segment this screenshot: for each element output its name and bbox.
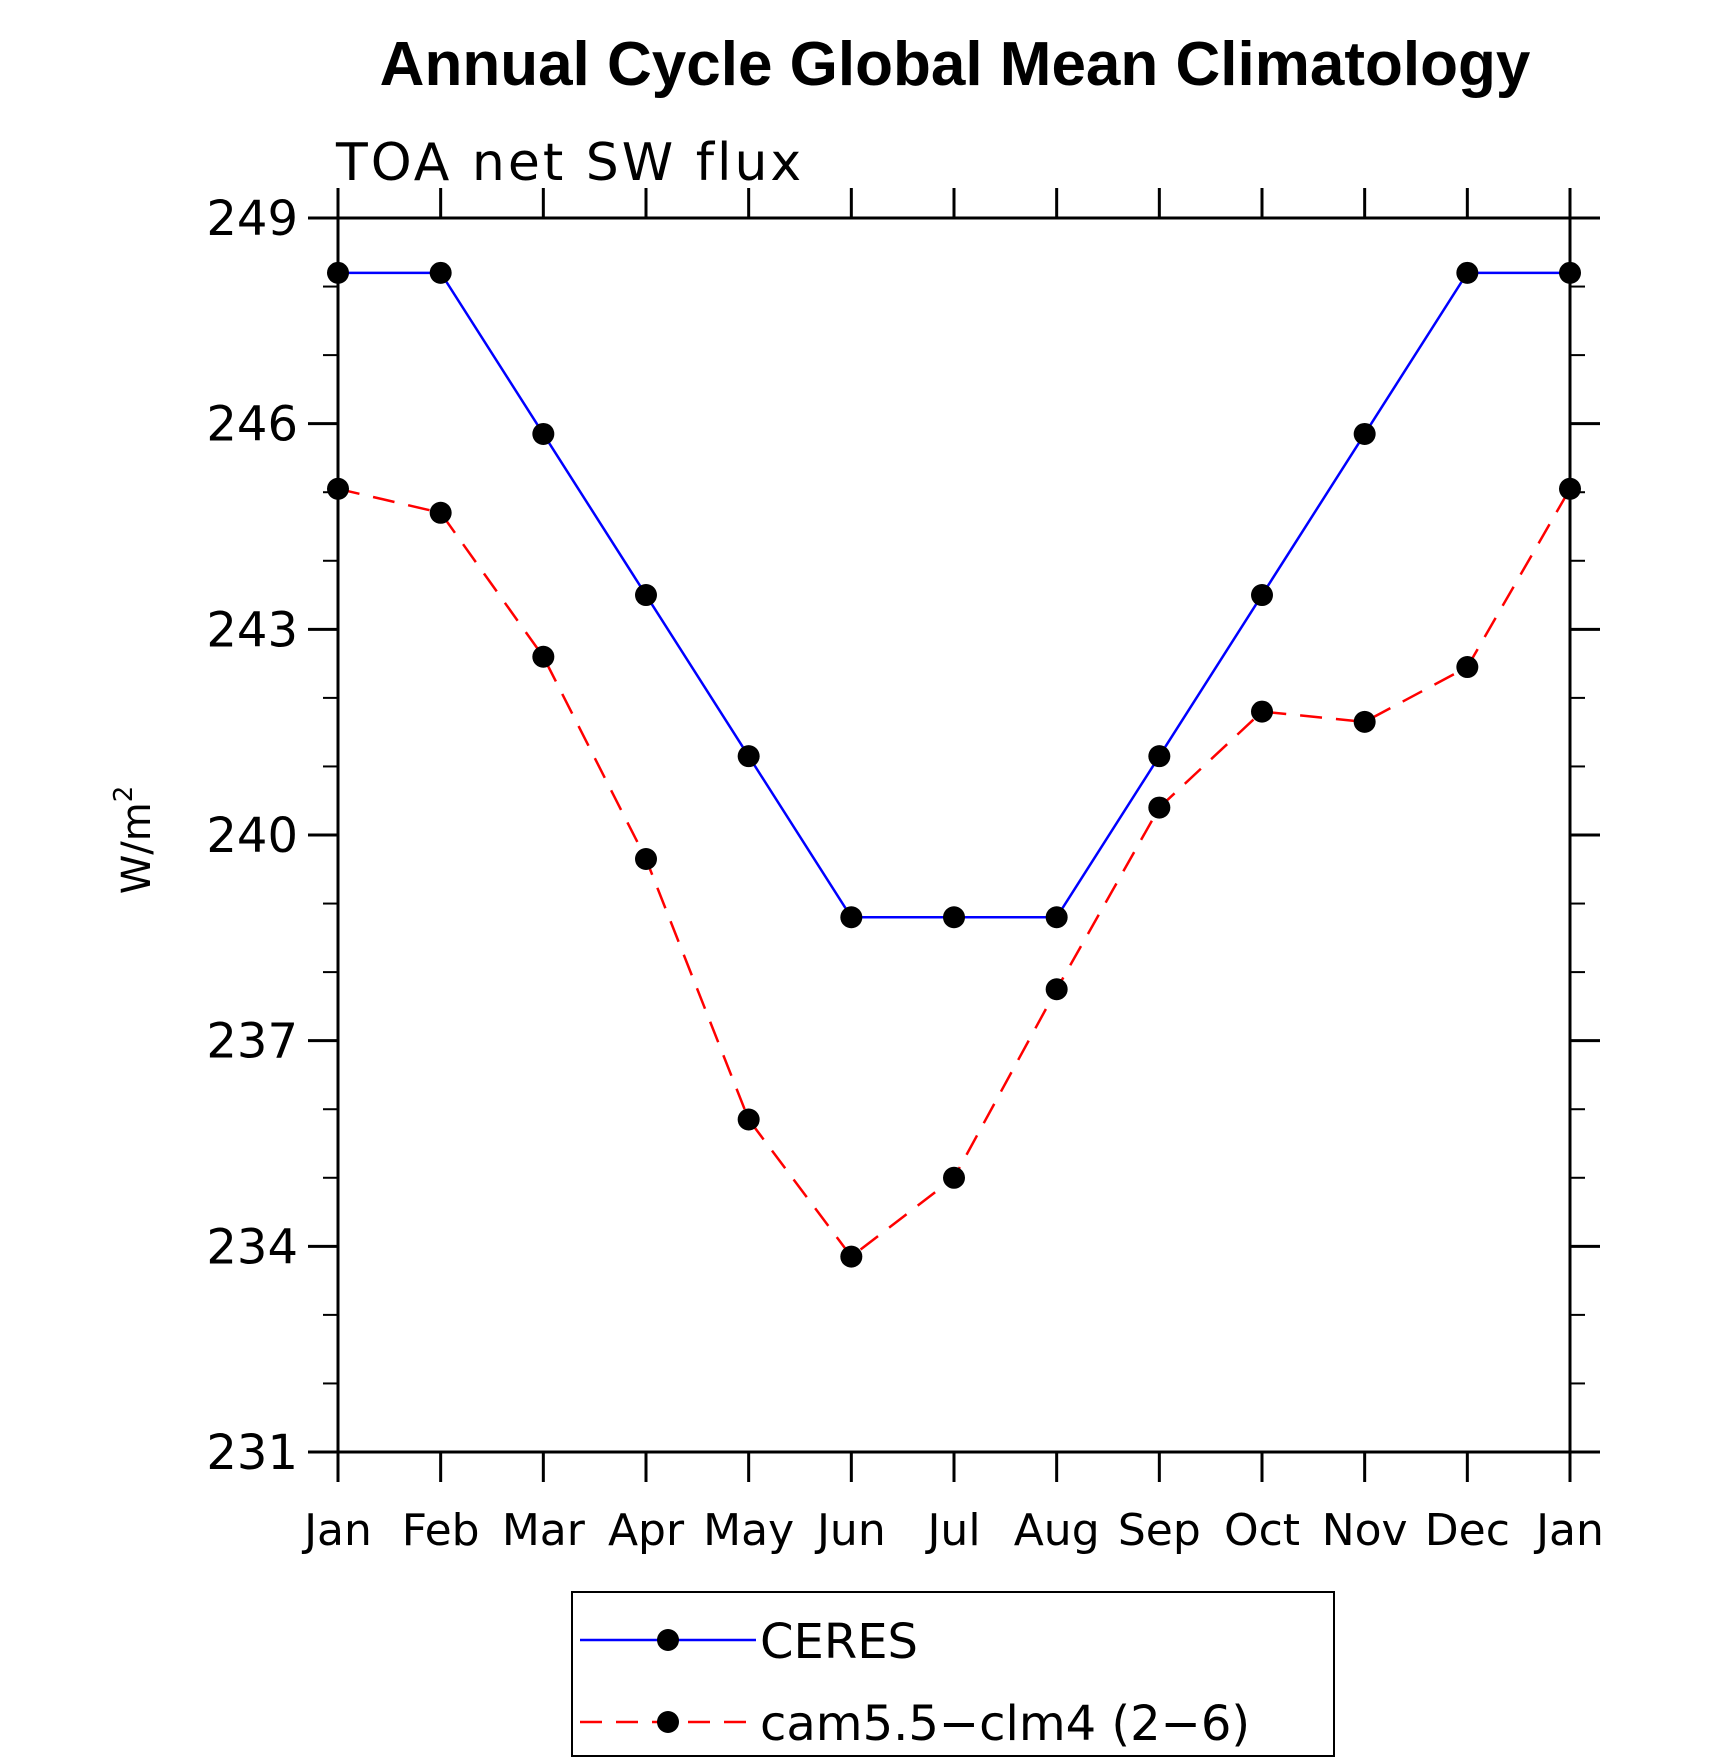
series-line-0: [338, 271, 1570, 919]
series-point-0: [1353, 422, 1376, 445]
plot-area: 231 234 237 240 243 246 249 Jan Feb Mar Apr May Jun J…: [206, 188, 1604, 1556]
series-point-0: [635, 584, 657, 607]
series-point-1: [1353, 710, 1376, 733]
chart-title: Annual Cycle Global Mean Climatology: [380, 30, 1531, 99]
chart-subtitle: TOA net SW flux: [335, 133, 804, 193]
y-axis-label: W/m2: [109, 786, 160, 895]
x-tick-label: Oct: [1224, 1505, 1300, 1556]
x-tick-label: Dec: [1425, 1505, 1510, 1556]
x-tick-label: Sep: [1118, 1505, 1201, 1556]
series-point-1: [635, 847, 657, 870]
legend-label-1: cam5.5−clm4 (2−6): [760, 1696, 1250, 1752]
series-point-0: [737, 745, 760, 768]
series-point-0: [1456, 261, 1479, 284]
series-point-1: [1456, 656, 1479, 679]
legend-label-0: CERES: [760, 1614, 918, 1670]
series-point-1: [1045, 978, 1068, 1001]
series-point-0: [429, 261, 452, 284]
x-tick-label: Jun: [814, 1505, 886, 1556]
x-tick-label: Mar: [502, 1505, 586, 1556]
series-point-0: [532, 422, 555, 445]
x-tick-label: Jan: [1533, 1505, 1604, 1556]
y-tick-label: 240: [206, 808, 298, 864]
series-point-1: [532, 645, 555, 668]
y-tick-label: 246: [206, 397, 298, 453]
series-point-1: [327, 477, 349, 500]
series-point-1: [737, 1108, 760, 1131]
y-tick-label: 231: [206, 1425, 298, 1481]
y-tick-label: 249: [206, 191, 298, 247]
legend-marker-0: [657, 1629, 679, 1651]
series-point-0: [1251, 584, 1273, 607]
svg-text:W/m2: W/m2: [109, 786, 160, 895]
x-tick-label: Feb: [402, 1505, 480, 1556]
series-point-1: [1559, 477, 1581, 500]
series-point-0: [943, 906, 965, 929]
x-tick-label: Aug: [1014, 1505, 1100, 1556]
y-axis-label-superscript: 2: [109, 786, 139, 803]
series-point-1: [429, 501, 452, 524]
x-tick-label: Jan: [301, 1505, 372, 1556]
legend-marker-1: [657, 1711, 679, 1733]
series-point-1: [1148, 796, 1171, 819]
series-point-0: [840, 906, 863, 929]
legend: CERES cam5.5−clm4 (2−6): [571, 1591, 1335, 1757]
y-tick-label: 234: [206, 1219, 298, 1275]
series-point-1: [840, 1245, 863, 1268]
y-tick-label: 243: [206, 602, 298, 658]
series-point-0: [1559, 261, 1581, 284]
series-point-0: [1045, 906, 1068, 929]
series-point-0: [1148, 745, 1171, 768]
series-point-1: [943, 1166, 965, 1189]
legend-box: [571, 1591, 1335, 1757]
y-tick-label: 237: [206, 1014, 298, 1070]
x-tick-label: May: [703, 1505, 794, 1556]
x-tick-label: Apr: [608, 1505, 685, 1556]
x-tick-label: Jul: [924, 1505, 980, 1556]
x-tick-label: Nov: [1322, 1505, 1408, 1556]
y-axis-label-text: W/m: [114, 802, 160, 894]
series-point-0: [327, 261, 349, 284]
series-point-1: [1251, 700, 1273, 723]
series-line-1: [337, 487, 1572, 1259]
